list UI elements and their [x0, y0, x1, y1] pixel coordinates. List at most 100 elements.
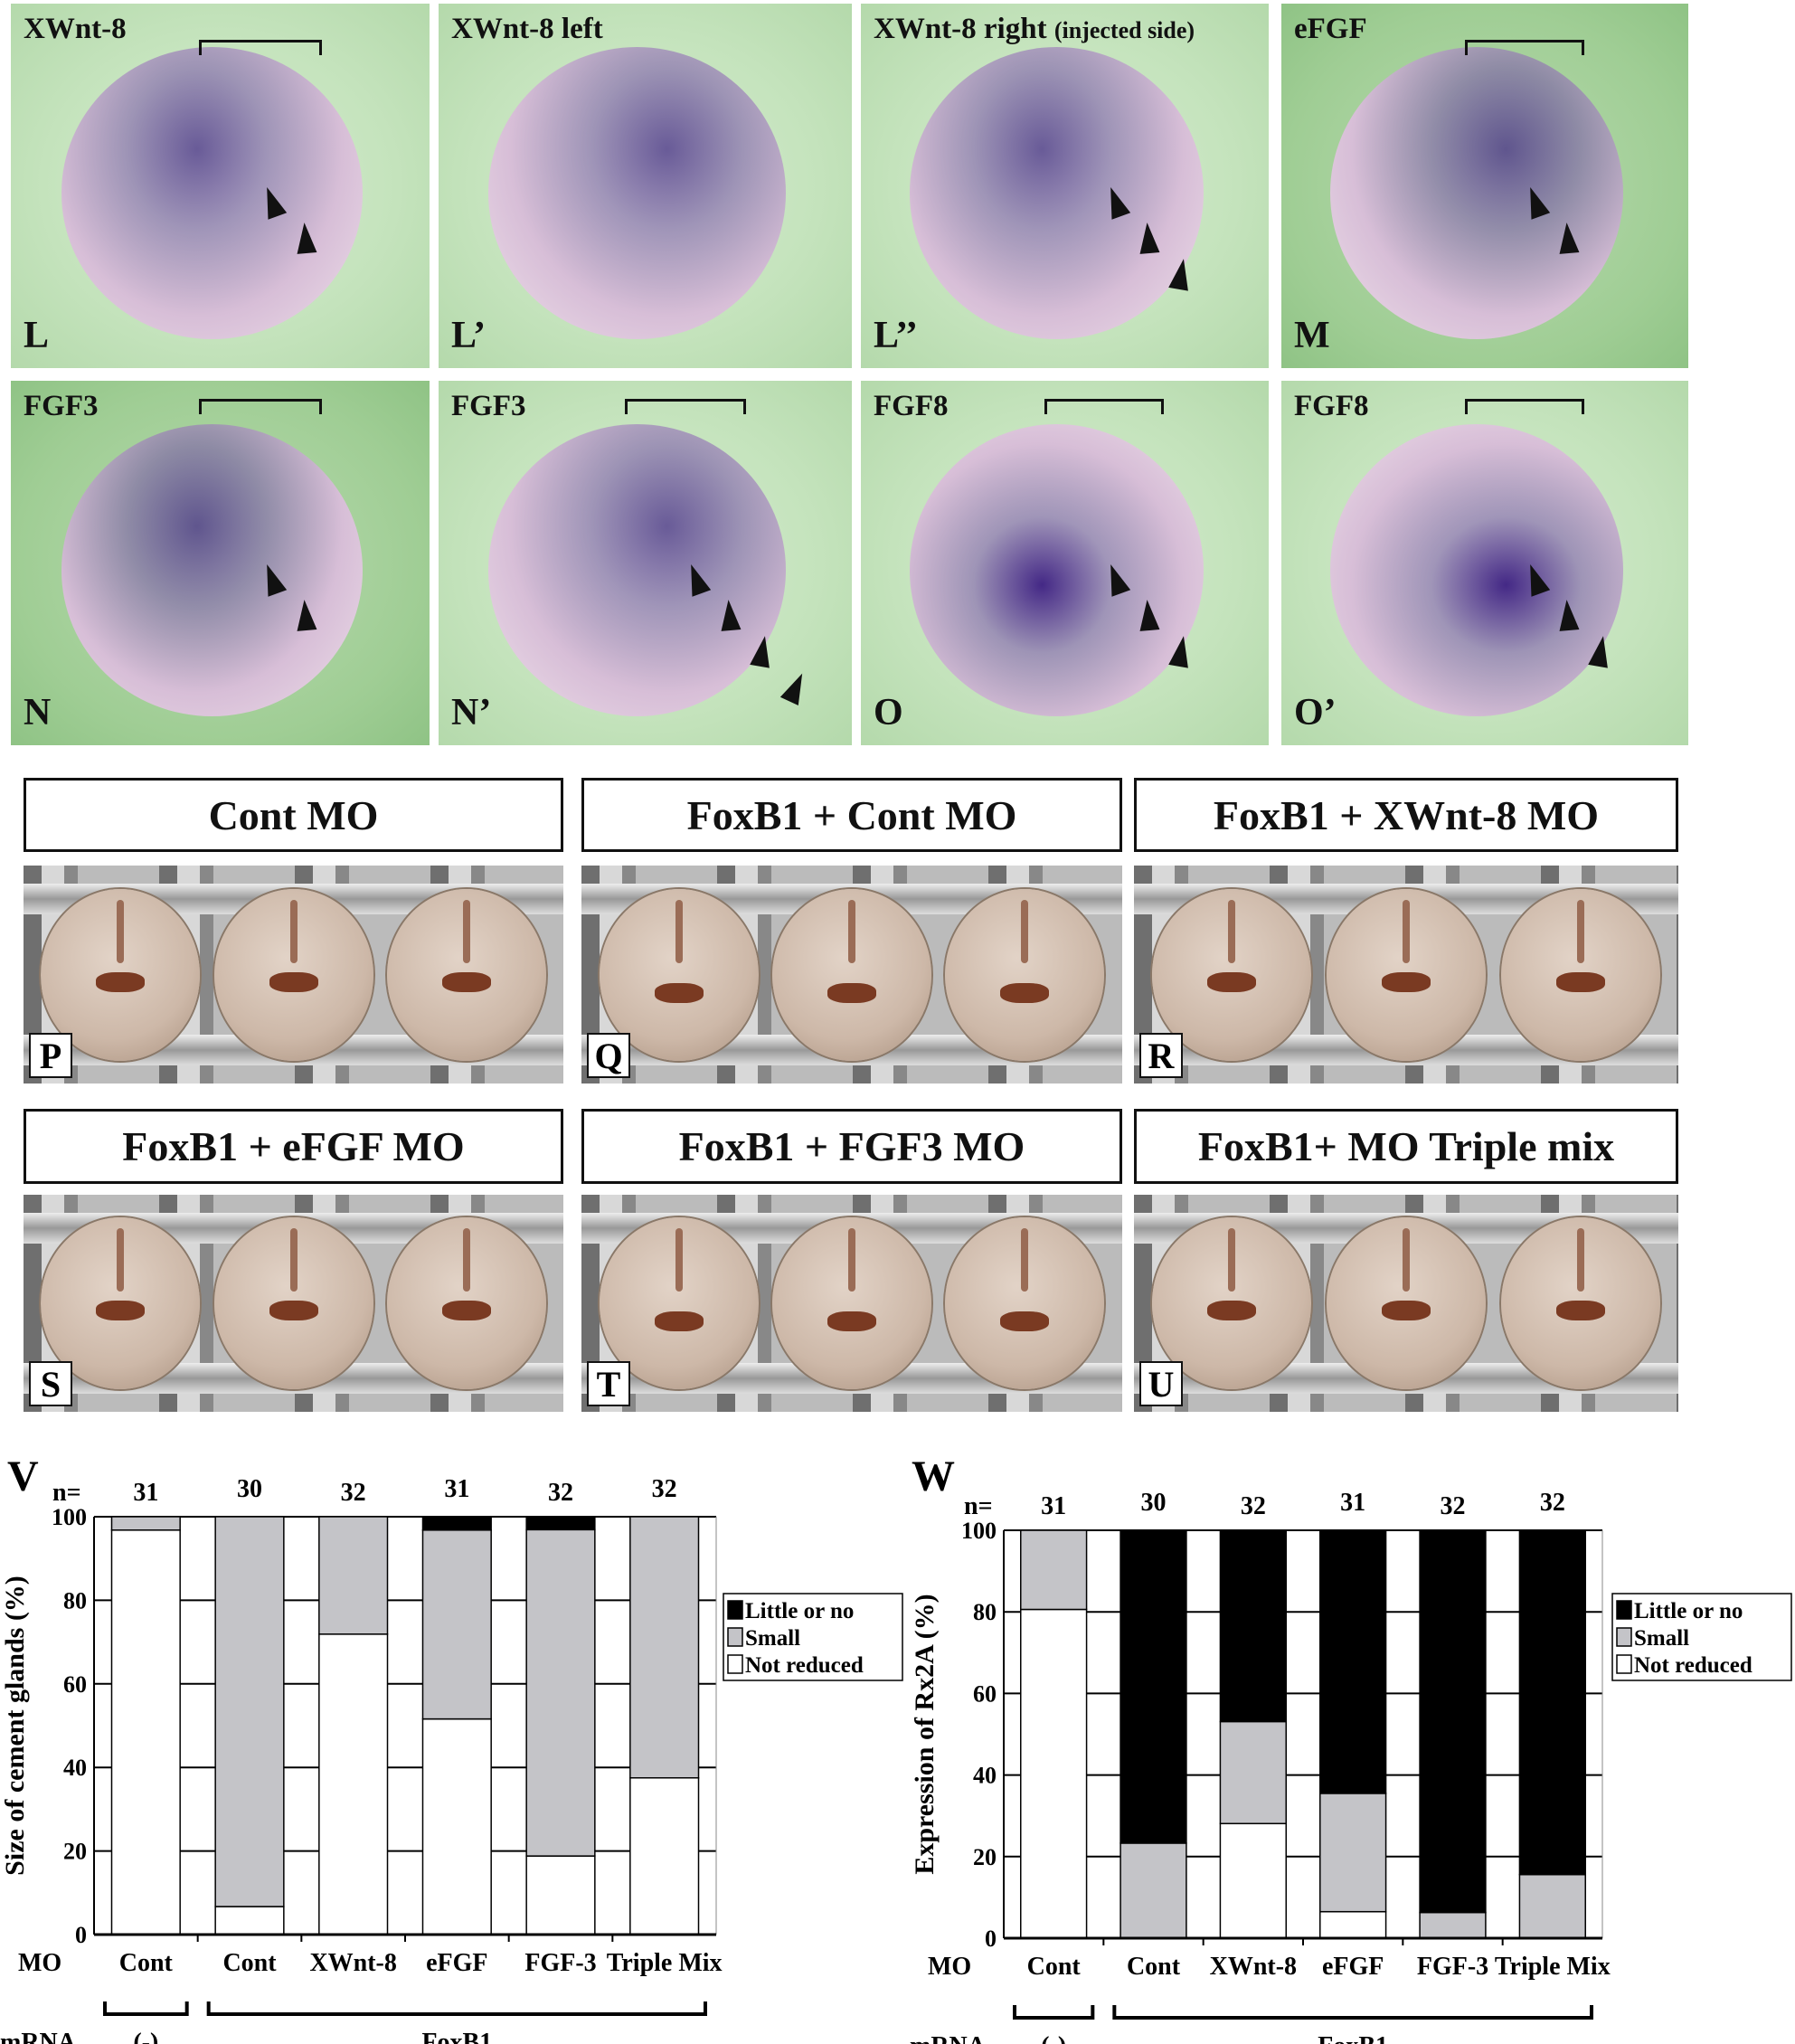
panel-letter: L’	[451, 315, 487, 356]
legend-label: Small	[745, 1626, 800, 1651]
embryo	[1327, 888, 1486, 1061]
neural-fold	[1403, 899, 1410, 963]
gene-label: eFGF	[1294, 13, 1367, 46]
gene-label: FGF3	[24, 390, 98, 423]
embryo	[386, 888, 546, 1061]
cement-gland	[269, 1301, 318, 1320]
mrna-group-label: FoxB1	[421, 2029, 492, 2044]
bar-segment-little-or-no	[1219, 1529, 1287, 1723]
bracket	[199, 399, 322, 414]
gene-label: FGF3	[451, 390, 525, 423]
legend-swatch	[727, 1627, 743, 1647]
embryo-image	[61, 47, 363, 339]
cement-gland	[96, 1301, 146, 1320]
embryo-photo: Q	[581, 866, 1122, 1084]
x-tick-label: Cont	[1027, 1953, 1082, 1981]
legend-label: Little or no	[745, 1599, 854, 1623]
n-count: 32	[1241, 1492, 1266, 1520]
bar-segment-small	[1120, 1842, 1187, 1939]
panel-title: FoxB1 + Cont MO	[581, 778, 1122, 852]
gene-name: FGF8	[874, 390, 949, 422]
group-bracket	[1013, 2005, 1095, 2020]
panel-title: Cont MO	[24, 778, 563, 852]
gene-label: XWnt-8 left	[451, 13, 603, 46]
y-tick-label: 60	[63, 1671, 87, 1698]
ish-panel: XWnt-8 L	[11, 4, 430, 368]
mrna-row-label: mRNA	[910, 2032, 987, 2044]
mrna-group-label: FoxB1	[1318, 2032, 1388, 2044]
arrowhead-icon	[1167, 257, 1194, 291]
panel-letter: S	[29, 1361, 72, 1406]
bar-segment-not-reduced	[1319, 1910, 1387, 1939]
panel-letter: O’	[1294, 692, 1337, 733]
cement-gland	[96, 971, 146, 992]
y-axis-label: Size of cement glands (%)	[0, 1576, 30, 1876]
gene-name: XWnt-8 right	[874, 13, 1047, 45]
embryo-photo: R	[1134, 866, 1678, 1084]
y-axis-label: Expression of Rx2A (%)	[910, 1594, 940, 1874]
ish-panel: FGF3 N	[11, 381, 430, 745]
arrowhead-icon	[294, 221, 317, 254]
arrowhead-icon	[1556, 221, 1580, 254]
bar-segment-little-or-no	[421, 1516, 492, 1531]
bar-segment-not-reduced	[629, 1777, 700, 1935]
group-bracket	[1112, 2005, 1593, 2020]
embryo	[386, 1217, 546, 1389]
legend-swatch	[727, 1654, 743, 1674]
ish-panel: FGF3 N’	[439, 381, 852, 745]
cement-gland	[1382, 1301, 1431, 1320]
gene-label: XWnt-8	[24, 13, 127, 46]
cement-gland	[1000, 982, 1050, 1003]
panel-letter: N	[24, 692, 52, 733]
mo-row-label: MO	[928, 1953, 971, 1981]
gene-name: XWnt-8 left	[451, 13, 603, 45]
ish-panel: FGF8 O	[861, 381, 1269, 745]
bar-segment-not-reduced	[214, 1906, 285, 1935]
panel-letter: M	[1294, 315, 1330, 356]
y-tick-label: 100	[52, 1504, 87, 1530]
bar-segment-small	[421, 1529, 492, 1720]
panel-letter: O	[874, 692, 903, 733]
panel-letter: L	[24, 315, 50, 356]
cement-gland	[441, 1301, 491, 1320]
ish-panel: eFGF M	[1281, 4, 1688, 368]
bar-segment-small	[1219, 1720, 1287, 1825]
gene-name: FGF3	[24, 390, 99, 422]
arrowhead-icon	[1137, 598, 1160, 631]
legend-label: Little or no	[1634, 1599, 1743, 1623]
neural-fold	[675, 1228, 683, 1292]
ish-panel: XWnt-8 left L’	[439, 4, 852, 368]
n-count: 31	[1340, 1489, 1365, 1517]
legend-box	[1611, 1593, 1792, 1681]
neural-fold	[289, 899, 298, 963]
cement-gland	[654, 982, 704, 1003]
embryo	[772, 1217, 931, 1389]
panel-letter: R	[1139, 1033, 1183, 1078]
n-count: 31	[1041, 1492, 1066, 1520]
neural-fold	[1021, 899, 1029, 963]
embryo	[945, 888, 1105, 1061]
cement-gland	[1000, 1311, 1050, 1331]
ish-panel: FGF8 O’	[1281, 381, 1688, 745]
arrowhead-icon	[718, 598, 742, 631]
cement-gland	[827, 982, 876, 1003]
gene-label: XWnt-8 right (injected side)	[874, 13, 1195, 46]
bracket	[1044, 399, 1165, 414]
embryo	[772, 888, 931, 1061]
bar-segment-not-reduced	[318, 1633, 389, 1935]
arrowhead-icon	[750, 634, 776, 668]
cement-gland	[1207, 971, 1257, 992]
embryo-image	[1330, 47, 1623, 339]
embryo	[213, 1217, 373, 1389]
x-tick-label: FGF-3	[524, 1949, 596, 1977]
y-tick-label: 40	[63, 1755, 87, 1781]
x-tick-label: Triple Mix	[607, 1949, 723, 1977]
neural-fold	[1403, 1228, 1410, 1292]
panel-letter: N’	[451, 692, 492, 733]
embryo	[1500, 1217, 1660, 1389]
legend-swatch	[1616, 1627, 1632, 1647]
bar-segment-little-or-no	[1319, 1529, 1387, 1794]
mrna-row-label: mRNA	[0, 2029, 77, 2044]
cement-gland	[1555, 971, 1605, 992]
